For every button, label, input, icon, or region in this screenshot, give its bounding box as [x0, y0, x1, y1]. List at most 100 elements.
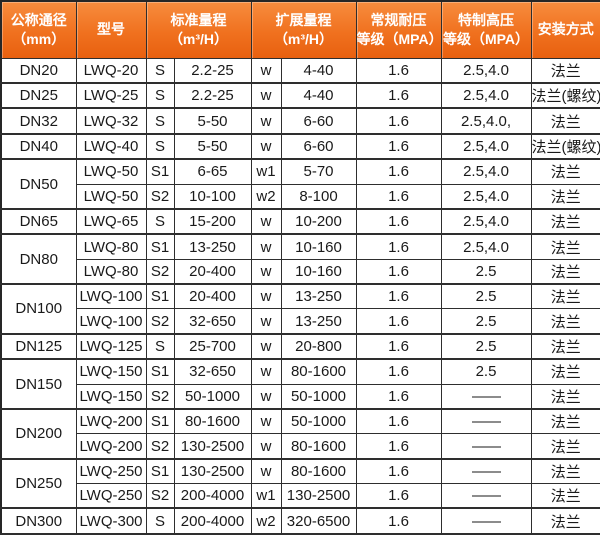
cell-model: LWQ-25: [75, 82, 147, 110]
cell-normal-pressure: 1.6: [355, 258, 442, 286]
cell-normal-pressure: 1.6: [355, 183, 442, 210]
table-row: DN125 LWQ-125 S 25-700 w 20-800 1.6 2.5 法兰: [0, 333, 600, 361]
cell-high-pressure: ——: [440, 507, 532, 535]
cell-installation: 法兰(螺纹): [530, 82, 600, 110]
cell-standard-range: 20-400: [173, 258, 252, 286]
cell-extended-flag: w: [250, 458, 282, 485]
header-normal-pressure: 常规耐压 等级（MPA）: [355, 0, 442, 59]
cell-nominal-diameter: DN20: [0, 57, 77, 84]
cell-high-pressure: 2.5,4.0: [440, 233, 532, 260]
cell-extended-flag: w: [250, 233, 282, 260]
cell-standard-flag: S1: [145, 158, 175, 185]
cell-standard-range: 80-1600: [173, 408, 252, 435]
header-normal-pressure-line2: 等级（MPA）: [356, 30, 441, 47]
cell-extended-flag: w: [250, 383, 282, 410]
cell-extended-flag: w: [250, 208, 282, 236]
cell-model: LWQ-80: [75, 233, 147, 260]
cell-high-pressure: 2.5: [440, 283, 532, 310]
cell-high-pressure: 2.5: [440, 333, 532, 361]
cell-extended-range: 5-70: [280, 158, 357, 185]
header-standard-range-line1: 标准量程: [170, 11, 227, 28]
cell-model: LWQ-100: [75, 283, 147, 310]
cell-standard-flag: S1: [145, 408, 175, 435]
cell-nominal-diameter: DN200: [0, 408, 77, 460]
header-high-pressure-line1: 特制高压: [458, 11, 514, 28]
cell-extended-range: 4-40: [280, 82, 357, 110]
cell-standard-range: 200-4000: [173, 507, 252, 535]
cell-extended-range: 6-60: [280, 107, 357, 135]
cell-model: LWQ-200: [75, 433, 147, 460]
cell-normal-pressure: 1.6: [355, 133, 442, 161]
cell-normal-pressure: 1.6: [355, 458, 442, 485]
cell-standard-range: 50-1000: [173, 383, 252, 410]
cell-installation: 法兰: [530, 333, 600, 361]
cell-standard-range: 25-700: [173, 333, 252, 361]
cell-standard-flag: S2: [145, 433, 175, 460]
cell-extended-range: 50-1000: [280, 383, 357, 410]
header-row: 公称通径 （mm） 型号 标准量程 （m³/H） 扩展量程 （m³/H） 常规耐…: [0, 0, 600, 59]
cell-installation: 法兰: [530, 483, 600, 510]
table-row: DN20 LWQ-20 S 2.2-25 w 4-40 1.6 2.5,4.0 法兰: [0, 57, 600, 84]
cell-model: LWQ-40: [75, 133, 147, 161]
cell-installation: 法兰: [530, 107, 600, 135]
table-row: DN250 LWQ-250 S1 130-2500 w 80-1600 1.6 —— 法兰: [0, 458, 600, 510]
cell-high-pressure: ——: [440, 483, 532, 510]
cell-standard-range: 10-100: [173, 183, 252, 210]
header-nominal-diameter: 公称通径 （mm）: [0, 0, 77, 59]
header-nominal-diameter-line1: 公称通径: [10, 11, 67, 28]
header-extended-range: 扩展量程 （m³/H）: [250, 0, 357, 59]
cell-installation: 法兰: [530, 158, 600, 185]
cell-standard-range: 5-50: [173, 107, 252, 135]
cell-installation: 法兰: [530, 283, 600, 310]
cell-standard-flag: S: [145, 208, 175, 236]
cell-installation: 法兰: [530, 183, 600, 210]
cell-normal-pressure: 1.6: [355, 107, 442, 135]
cell-standard-flag: S1: [145, 283, 175, 310]
cell-high-pressure: 2.5,4.0: [440, 57, 532, 84]
cell-normal-pressure: 1.6: [355, 358, 442, 385]
cell-model: LWQ-32: [75, 107, 147, 135]
cell-nominal-diameter: DN250: [0, 458, 77, 510]
cell-standard-flag: S: [145, 333, 175, 361]
table-row: DN50 LWQ-50 S1 6-65 w1 5-70 1.6 2.5,4.0 法兰: [0, 158, 600, 210]
cell-extended-flag: w: [250, 107, 282, 135]
cell-high-pressure: 2.5,4.0: [440, 183, 532, 210]
cell-normal-pressure: 1.6: [355, 333, 442, 361]
cell-standard-flag: S2: [145, 483, 175, 510]
header-model: 型号: [75, 0, 147, 59]
cell-extended-flag: w: [250, 308, 282, 335]
cell-standard-flag: S2: [145, 258, 175, 286]
cell-extended-flag: w2: [250, 507, 282, 535]
cell-installation: 法兰: [530, 458, 600, 485]
cell-installation: 法兰(螺纹): [530, 133, 600, 161]
cell-high-pressure: 2.5: [440, 258, 532, 286]
table-row: LWQ-150 S2 50-1000 w 50-1000 1.6 —— 法兰: [1, 383, 600, 410]
table-row: LWQ-80 S2 20-400 w 10-160 1.6 2.5 法兰: [1, 258, 600, 286]
cell-high-pressure: 2.5,4.0: [440, 82, 532, 110]
cell-model: LWQ-20: [75, 57, 147, 84]
cell-installation: 法兰: [530, 507, 600, 535]
cell-extended-flag: w: [250, 57, 282, 84]
cell-extended-range: 80-1600: [280, 433, 357, 460]
cell-extended-range: 130-2500: [280, 483, 357, 510]
cell-extended-flag: w: [250, 258, 282, 286]
cell-extended-range: 13-250: [280, 283, 357, 310]
cell-extended-range: 8-100: [280, 183, 357, 210]
cell-normal-pressure: 1.6: [355, 308, 442, 335]
cell-extended-range: 10-160: [280, 258, 357, 286]
cell-normal-pressure: 1.6: [355, 483, 442, 510]
cell-normal-pressure: 1.6: [355, 433, 442, 460]
cell-extended-flag: w: [250, 408, 282, 435]
header-high-pressure: 特制高压 等级（MPA）: [440, 0, 532, 59]
cell-normal-pressure: 1.6: [355, 408, 442, 435]
table-row: DN300 LWQ-300 S 200-4000 w2 320-6500 1.6 —— 法兰: [0, 507, 600, 535]
cell-standard-range: 130-2500: [173, 433, 252, 460]
cell-standard-flag: S2: [145, 308, 175, 335]
cell-standard-range: 13-250: [173, 233, 252, 260]
table-row: LWQ-250 S2 200-4000 w1 130-2500 1.6 —— 法兰: [1, 483, 600, 510]
cell-installation: 法兰: [530, 358, 600, 385]
header-installation: 安装方式: [530, 0, 600, 59]
cell-extended-range: 10-160: [280, 233, 357, 260]
cell-model: LWQ-200: [75, 408, 147, 435]
